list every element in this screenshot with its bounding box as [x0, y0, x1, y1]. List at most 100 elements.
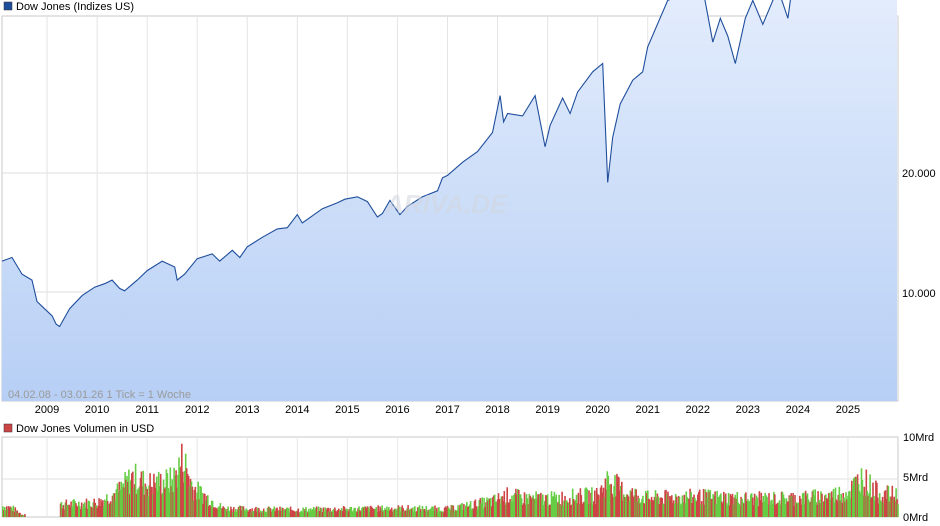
- volume-bar: [742, 502, 744, 517]
- volume-bar: [800, 498, 802, 517]
- volume-bar: [688, 499, 690, 517]
- volume-bar: [529, 495, 532, 517]
- volume-bar: [762, 496, 765, 517]
- volume-bar: [460, 504, 462, 517]
- volume-bar: [291, 510, 294, 517]
- volume-bar: [306, 511, 308, 517]
- volume-bar: [132, 487, 135, 517]
- volume-bar: [505, 502, 507, 517]
- volume-bar: [398, 506, 401, 517]
- volume-bar: [558, 494, 560, 517]
- volume-bar: [882, 502, 885, 517]
- volume-bar: [363, 507, 365, 517]
- volume-bar: [854, 476, 857, 517]
- volume-bar: [367, 507, 370, 517]
- volume-bar: [427, 509, 430, 517]
- volume-bar: [191, 486, 194, 517]
- volume-bar: [345, 508, 348, 517]
- volume-bar: [260, 510, 262, 517]
- volume-bar: [514, 493, 516, 517]
- volume-bar: [391, 511, 394, 517]
- volume-bar: [236, 509, 239, 517]
- volume-bar: [283, 510, 285, 517]
- volume-bar: [61, 508, 64, 517]
- volume-bar: [626, 494, 629, 517]
- volume-bar: [229, 511, 231, 517]
- volume-bar: [258, 508, 260, 517]
- x-tick-label: 2024: [786, 404, 810, 416]
- volume-bar: [515, 488, 517, 517]
- volume-bar: [386, 506, 388, 517]
- volume-bar: [655, 497, 658, 517]
- volume-bar: [320, 508, 323, 517]
- volume-bar: [349, 507, 352, 517]
- volume-bar: [288, 512, 291, 517]
- volume-bar: [815, 502, 817, 517]
- volume-bar: [300, 510, 302, 517]
- volume-bar: [538, 494, 540, 517]
- volume-bar: [679, 504, 682, 517]
- volume-bar: [104, 499, 106, 517]
- volume-bar: [695, 500, 697, 517]
- volume-bar: [380, 508, 382, 517]
- volume-bar: [414, 506, 416, 517]
- volume-bar: [457, 505, 459, 517]
- volume-bar: [560, 504, 562, 517]
- volume-bar: [136, 489, 139, 517]
- volume-bar: [848, 491, 850, 517]
- volume-bar: [85, 498, 88, 517]
- volume-bar: [633, 495, 636, 517]
- price-legend-swatch: [3, 1, 13, 11]
- volume-bar: [870, 498, 872, 517]
- volume-bar: [82, 503, 85, 517]
- volume-bar: [482, 508, 484, 517]
- volume-bar: [421, 506, 424, 517]
- volume-bar: [90, 506, 93, 517]
- volume-bar: [667, 491, 669, 517]
- volume-bar: [466, 506, 469, 517]
- volume-bar: [636, 501, 638, 517]
- volume-bar: [302, 507, 304, 517]
- volume-bar: [444, 506, 447, 517]
- volume-bar: [759, 500, 762, 517]
- volume-bar: [833, 502, 836, 517]
- volume-bar: [256, 511, 258, 517]
- volume-bar: [276, 507, 278, 517]
- volume-bar: [668, 499, 670, 517]
- price-line: [1, 0, 791, 328]
- volume-bar: [71, 506, 73, 517]
- volume-bar: [739, 505, 741, 517]
- volume-bar: [851, 480, 853, 517]
- volume-bar: [86, 508, 89, 517]
- volume-bar: [749, 501, 751, 517]
- volume-bar: [493, 494, 496, 517]
- volume-bar: [774, 494, 776, 517]
- volume-bar: [360, 511, 362, 517]
- volume-bar: [377, 505, 379, 517]
- x-tick-label: 2022: [686, 404, 710, 416]
- volume-bar: [332, 509, 334, 517]
- volume-bar: [485, 502, 487, 517]
- volume-bar: [710, 499, 713, 517]
- volume-bar: [110, 503, 113, 517]
- volume-bar: [212, 507, 215, 517]
- volume-bar: [303, 510, 305, 517]
- volume-bar: [235, 509, 237, 517]
- volume-bar: [273, 506, 276, 517]
- volume-bar: [586, 488, 588, 517]
- volume-bar: [639, 503, 641, 517]
- volume-bar: [819, 503, 821, 517]
- volume-bar: [309, 511, 311, 517]
- volume-bar: [728, 505, 731, 517]
- volume-bar: [285, 509, 287, 517]
- volume-bar: [366, 506, 369, 517]
- volume-bar: [528, 493, 531, 517]
- volume-bar: [479, 498, 482, 517]
- volume-bar: [727, 492, 730, 517]
- volume-bar: [317, 506, 320, 517]
- volume-bar: [228, 510, 230, 517]
- volume-bar: [111, 495, 114, 517]
- volume-bar: [238, 505, 241, 517]
- volume-bar: [149, 473, 151, 517]
- volume-bar: [722, 503, 724, 517]
